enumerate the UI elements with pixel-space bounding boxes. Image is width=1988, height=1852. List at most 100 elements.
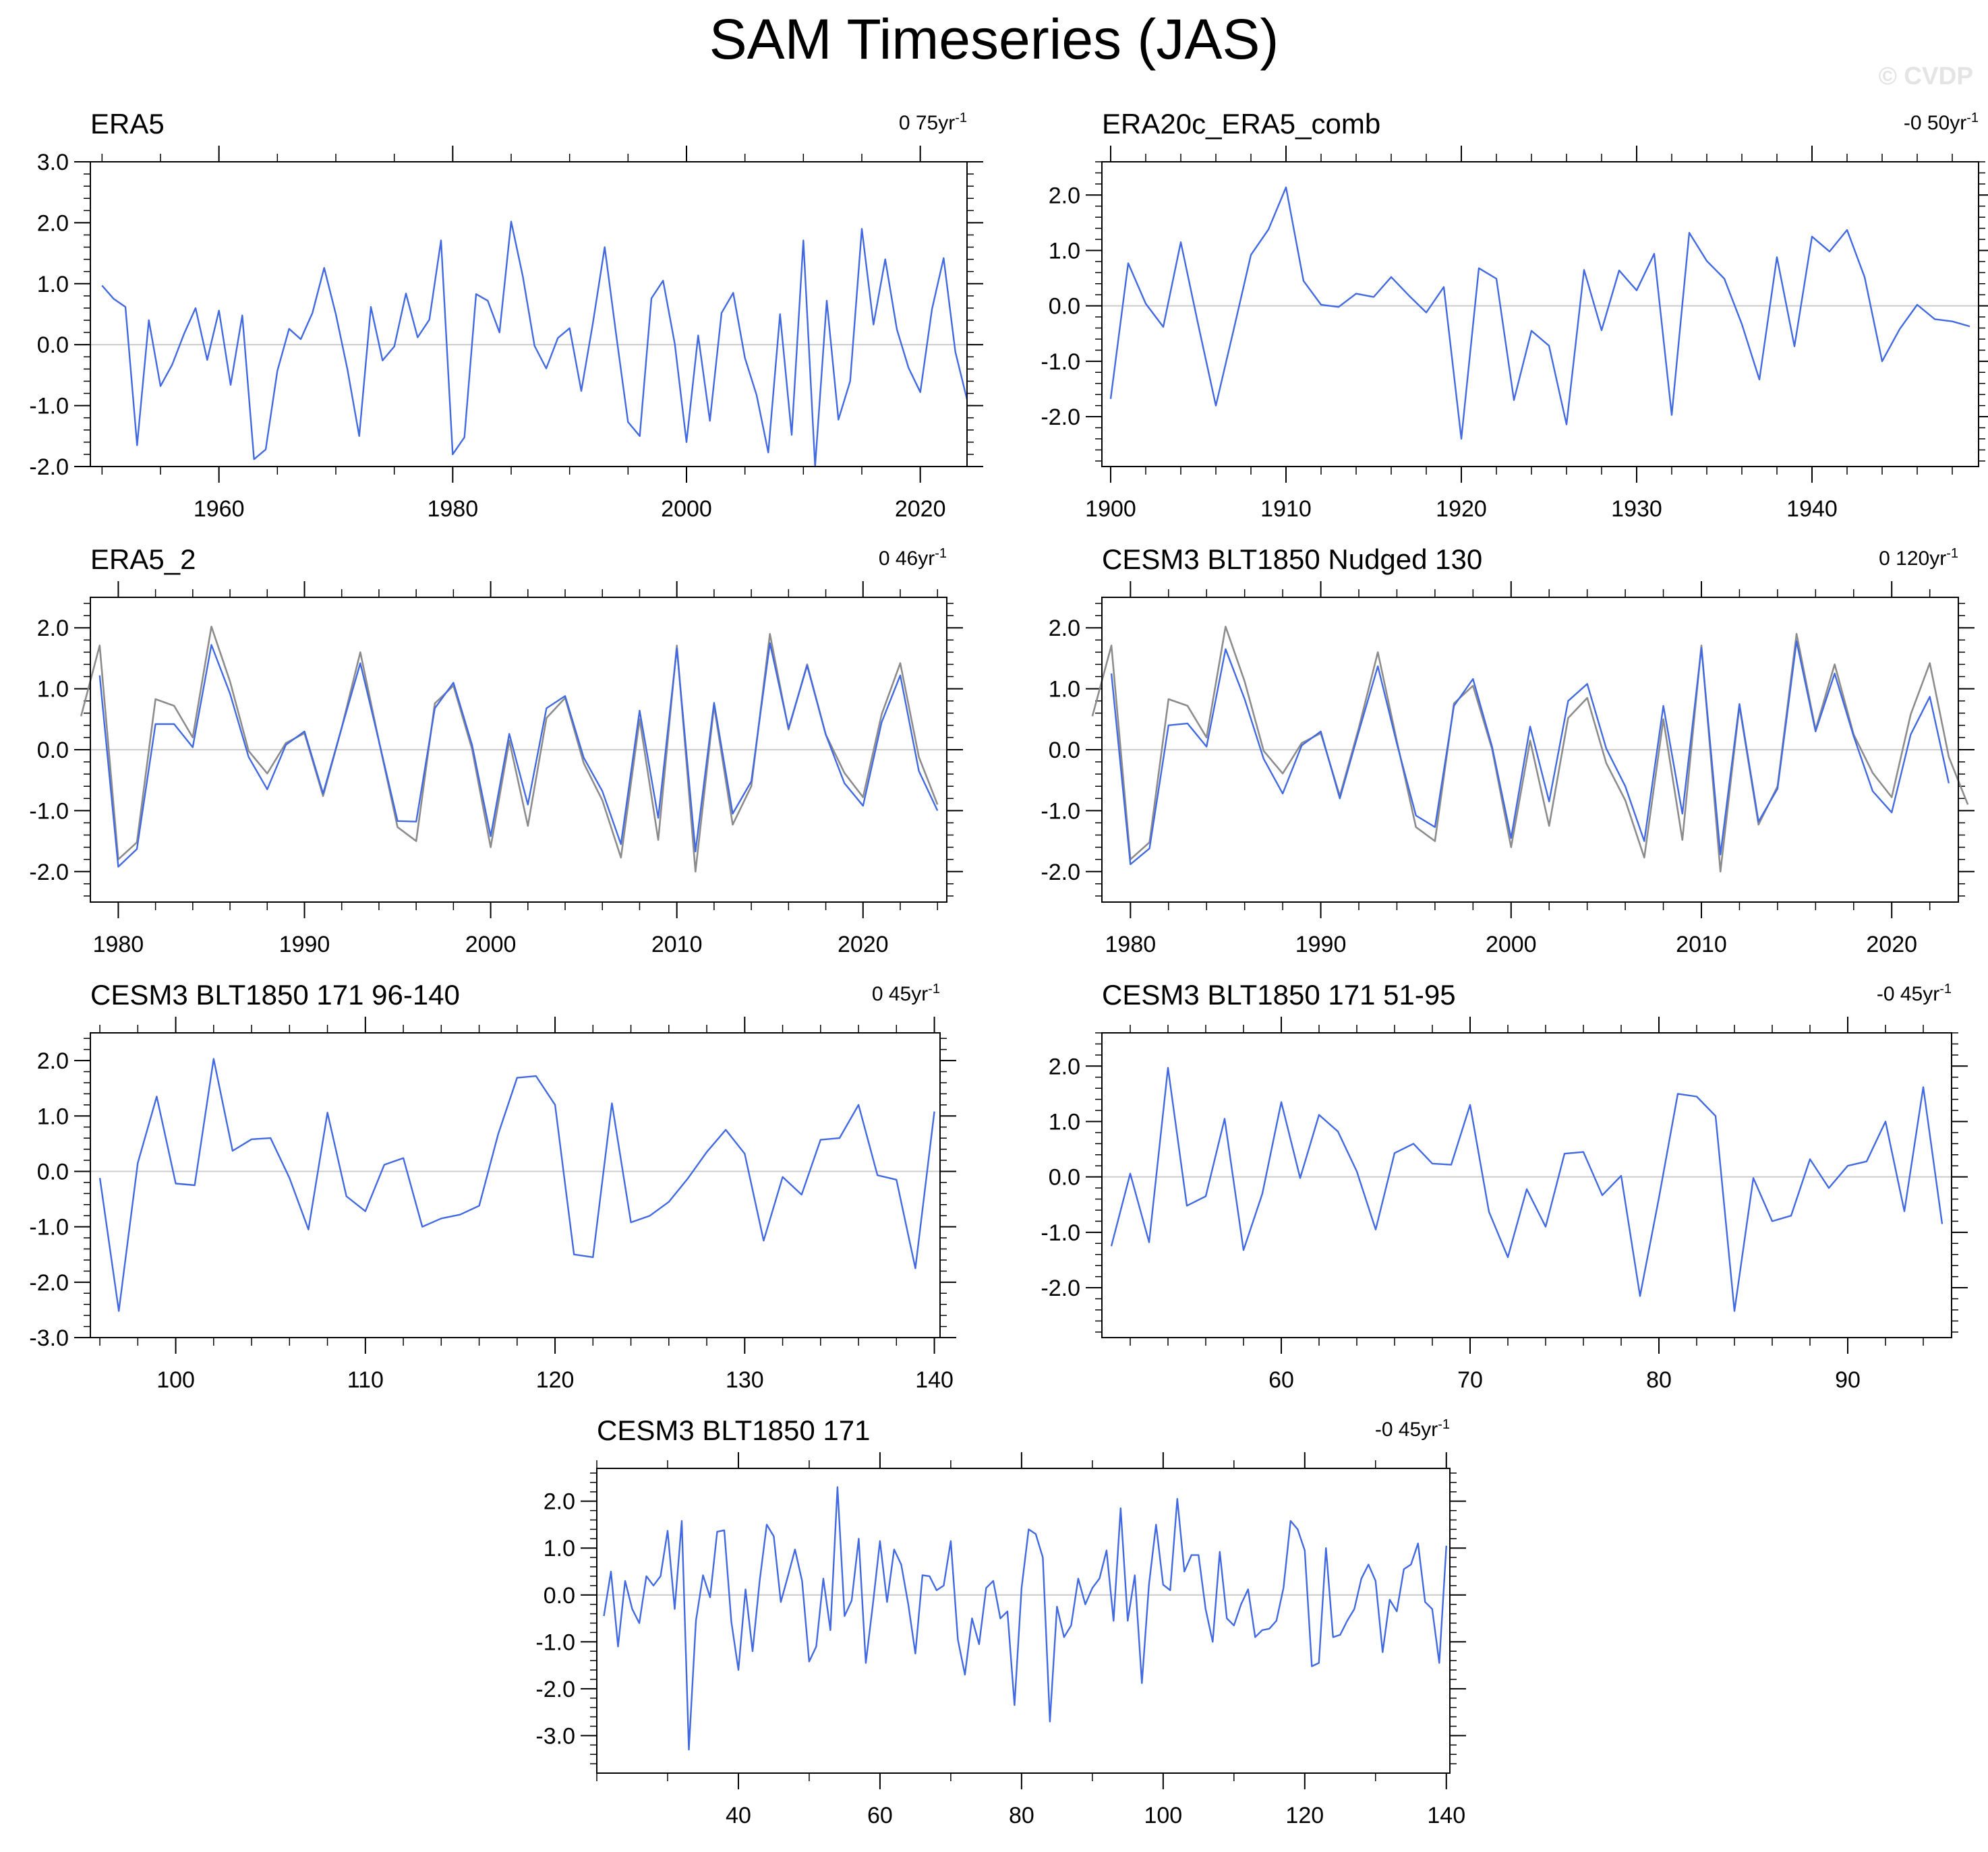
y-tick-label: 1.0: [1049, 1109, 1080, 1135]
x-tick-label: 2020: [895, 496, 946, 522]
x-tick-label: 120: [536, 1367, 575, 1393]
panel-title: CESM3 BLT1850 171: [597, 1414, 871, 1446]
y-tick-label: 3.0: [37, 150, 69, 175]
panel-title: ERA20c_ERA5_comb: [1102, 108, 1381, 140]
panel-trend-label: -0 45yr-1: [1877, 982, 1952, 1006]
panel-trend-value: 0 120yr: [1879, 547, 1947, 570]
y-tick-label: 2.0: [37, 210, 69, 236]
x-tick-label: 2000: [661, 496, 712, 522]
panel-title: CESM3 BLT1850 Nudged 130: [1102, 543, 1483, 575]
panel-trend-value: 0 45yr: [871, 983, 929, 1005]
y-tick-label: 2.0: [1049, 616, 1080, 641]
series-line: [1110, 640, 1950, 866]
y-tick-label: -3.0: [29, 1325, 69, 1351]
x-tick-label: 100: [1144, 1803, 1182, 1828]
series-line: [603, 1486, 1447, 1751]
plot-frame: [90, 1032, 941, 1338]
y-tick-label: 0.0: [1049, 738, 1080, 763]
y-tick-label: 1.0: [1049, 238, 1080, 264]
series-line: [98, 642, 939, 868]
y-tick-label: -1.0: [29, 1215, 69, 1241]
x-tick-label: 40: [726, 1803, 751, 1828]
panel-trend-unit: -1: [955, 111, 967, 125]
y-tick-label: 1.0: [37, 677, 69, 703]
y-tick-label: 0.0: [37, 332, 69, 358]
y-tick-label: -1.0: [1041, 1220, 1080, 1246]
x-tick-label: 2020: [838, 932, 889, 957]
credit-label: © CVDP: [1878, 62, 1973, 90]
x-tick-label: 130: [726, 1367, 764, 1393]
x-tick-label: 2020: [1866, 932, 1917, 957]
plot-frame: [90, 161, 968, 467]
panel-trend-value: 0 75yr: [898, 112, 956, 134]
y-tick-label: 2.0: [37, 616, 69, 641]
y-tick-label: -2.0: [29, 860, 69, 885]
panel-trend-label: 0 120yr-1: [1879, 546, 1958, 570]
x-tick-label: 1930: [1611, 496, 1662, 522]
y-tick-label: -2.0: [29, 454, 69, 480]
panel-title: ERA5: [90, 108, 165, 140]
panel-trend-label: 0 45yr-1: [872, 982, 940, 1006]
panel-trend-unit: -1: [1438, 1417, 1450, 1432]
panel-trend-unit: -1: [1946, 546, 1958, 561]
y-tick-label: 1.0: [1049, 677, 1080, 703]
series-line: [98, 1058, 935, 1312]
x-tick-label: 2010: [1676, 932, 1727, 957]
y-tick-label: -2.0: [535, 1677, 575, 1702]
series-line: [101, 220, 968, 468]
y-tick-label: -1.0: [1041, 349, 1080, 375]
x-tick-label: 140: [915, 1367, 954, 1393]
y-tick-label: -2.0: [1041, 860, 1080, 885]
panel-trend-value: 0 46yr: [878, 547, 935, 570]
y-tick-label: 1.0: [544, 1536, 575, 1561]
panel-trend-value: -0 45yr: [1876, 983, 1940, 1005]
y-tick-label: 1.0: [37, 1104, 69, 1129]
x-tick-label: 60: [1268, 1367, 1294, 1393]
panel-trend-label: -0 50yr-1: [1904, 111, 1979, 135]
x-tick-label: 1990: [279, 932, 330, 957]
panel-title: CESM3 BLT1850 171 96-140: [90, 979, 460, 1011]
x-tick-label: 100: [156, 1367, 195, 1393]
x-tick-label: 2000: [1486, 932, 1537, 957]
x-tick-label: 1990: [1295, 932, 1347, 957]
y-tick-label: -1.0: [1041, 798, 1080, 824]
x-tick-label: 2000: [465, 932, 517, 957]
x-tick-label: 1980: [1105, 932, 1157, 957]
panel-title: CESM3 BLT1850 171 51-95: [1102, 979, 1456, 1011]
y-tick-label: 2.0: [544, 1489, 575, 1515]
y-tick-label: 0.0: [1049, 1165, 1080, 1191]
x-tick-label: 120: [1285, 1803, 1324, 1828]
y-tick-label: 0.0: [544, 1583, 575, 1609]
y-tick-label: 0.0: [37, 1159, 69, 1185]
panel-trend-label: 0 46yr-1: [879, 546, 947, 570]
y-tick-label: 0.0: [37, 738, 69, 763]
x-tick-label: 80: [1646, 1367, 1672, 1393]
x-tick-label: 1940: [1786, 496, 1838, 522]
x-tick-label: 1920: [1436, 496, 1487, 522]
x-tick-label: 70: [1457, 1367, 1483, 1393]
x-tick-label: 2010: [651, 932, 703, 957]
series-line: [1109, 186, 1970, 440]
x-tick-label: 60: [867, 1803, 893, 1828]
plot-frame: [1101, 161, 1979, 467]
reference-series-line: [1091, 626, 1969, 873]
panel-trend-unit: -1: [928, 982, 940, 996]
y-tick-label: -1.0: [29, 394, 69, 419]
panel-trend-value: -0 50yr: [1903, 112, 1967, 134]
x-tick-label: 1900: [1085, 496, 1136, 522]
y-tick-label: -2.0: [29, 1270, 69, 1296]
plot-frame: [1101, 597, 1959, 903]
x-tick-label: 1910: [1260, 496, 1312, 522]
plot-frame: [90, 597, 947, 903]
page-title: SAM Timeseries (JAS): [709, 7, 1279, 71]
panel-trend-unit: -1: [1966, 111, 1979, 125]
x-tick-label: 110: [347, 1367, 384, 1393]
plot-frame: [1101, 1032, 1952, 1338]
y-tick-label: 2.0: [37, 1048, 69, 1074]
y-tick-label: -1.0: [29, 798, 69, 824]
y-tick-label: -2.0: [1041, 405, 1080, 430]
